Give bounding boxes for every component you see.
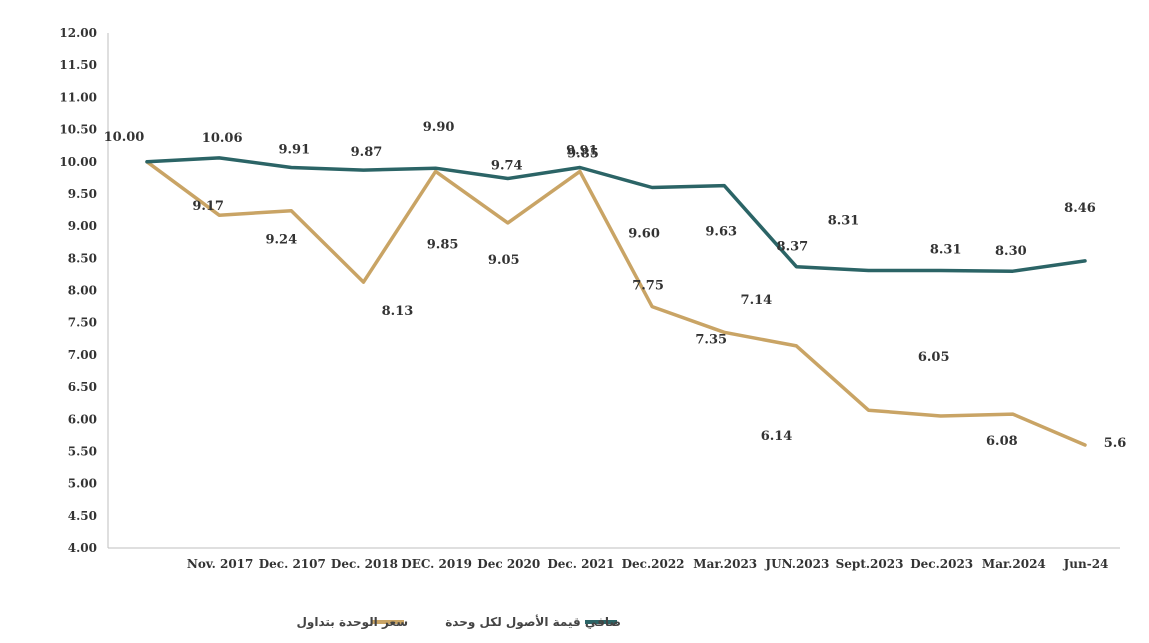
- data-label-unit-price: 9.85: [427, 237, 459, 252]
- y-tick-label: 5.50: [68, 444, 97, 458]
- y-tick-label: 8.50: [68, 251, 97, 265]
- x-tick-label: Dec. 2021: [547, 557, 614, 571]
- y-tick-label: 9.00: [68, 219, 97, 233]
- data-label-nav: 8.31: [828, 214, 860, 229]
- y-tick-label: 11.00: [59, 90, 97, 104]
- data-label-nav: 9.91: [278, 143, 310, 158]
- y-tick-label: 9.50: [68, 187, 97, 201]
- y-tick-label: 5.00: [68, 477, 97, 491]
- y-tick-label: 10.00: [59, 155, 97, 169]
- data-label-unit-price: 10.00: [104, 130, 145, 145]
- data-label-unit-price: 9.17: [192, 199, 224, 214]
- x-tick-labels: Nov. 2017 Dec. 2107 Dec. 2018 DEC. 2019 Dec …: [187, 557, 1109, 571]
- data-label-unit-price: 7.35: [695, 332, 727, 347]
- x-tick-label: Mar.2023: [693, 557, 757, 571]
- legend-label-price: سعر الوحدة بتداول: [296, 615, 408, 630]
- x-tick-label: Nov. 2017: [187, 557, 254, 571]
- data-label-unit-price: 6.08: [986, 434, 1018, 449]
- x-tick-label: Dec.2022: [622, 557, 685, 571]
- data-label-nav: 9.63: [705, 225, 737, 240]
- legend: سعر الوحدة بتداول صافي قيمة الأصول لكل و…: [296, 614, 621, 630]
- series-line-nav: [145, 156, 1087, 273]
- data-label-unit-price: 5.6: [1104, 436, 1127, 451]
- y-tick-label: 7.00: [68, 348, 97, 362]
- data-label-nav: 9.87: [351, 145, 383, 160]
- data-label-unit-price: 9.85: [567, 146, 599, 161]
- x-tick-label: Dec. 2018: [331, 557, 398, 571]
- y-tick-label: 10.50: [59, 123, 97, 137]
- x-tick-label: Dec. 2107: [259, 557, 326, 571]
- x-tick-label: Jun-24: [1063, 557, 1109, 571]
- x-tick-label: Dec 2020: [477, 557, 540, 571]
- data-label-nav: 8.46: [1064, 201, 1096, 216]
- y-tick-label: 4.00: [68, 541, 97, 555]
- data-label-nav: 8.31: [930, 243, 962, 258]
- y-tick-label: 8.00: [68, 284, 97, 298]
- x-tick-label: DEC. 2019: [401, 557, 472, 571]
- data-label-nav: 9.60: [628, 227, 660, 242]
- data-label-unit-price: 6.14: [761, 429, 793, 444]
- data-label-nav: 9.74: [491, 158, 523, 173]
- data-label-unit-price: 7.14: [741, 293, 773, 308]
- y-tick-label: 11.50: [59, 58, 97, 72]
- y-tick-labels: 4.00 4.50 5.00 5.50 6.00 6.50 7.00 7.50 8.00 8.50…: [59, 26, 97, 555]
- x-tick-label: JUN.2023: [764, 557, 829, 571]
- y-tick-label: 4.50: [68, 509, 97, 523]
- data-label-unit-price: 8.13: [382, 304, 414, 319]
- x-tick-label: Sept.2023: [836, 557, 904, 571]
- x-tick-label: Mar.2024: [982, 557, 1046, 571]
- data-label-unit-price: 9.24: [265, 233, 297, 248]
- data-labels: 10.00 9.17 9.24 8.13 9.85 9.05 9.85 7.75 7.35 7.1…: [104, 120, 1127, 451]
- y-tick-label: 6.50: [68, 380, 97, 394]
- y-tick-label: 6.00: [68, 412, 97, 426]
- y-tick-label: 7.50: [68, 316, 97, 330]
- legend-label-nav: صافي قيمة الأصول لكل وحدة: [445, 614, 621, 630]
- data-label-nav: 9.90: [423, 120, 455, 135]
- y-tick-label: 12.00: [59, 26, 97, 40]
- data-label-nav: 8.37: [777, 240, 809, 255]
- series-line-unit-price: [145, 160, 1087, 447]
- x-tick-label: Dec.2023: [910, 557, 973, 571]
- data-label-nav: 9.91: [566, 144, 598, 159]
- data-label-unit-price: 6.05: [918, 350, 950, 365]
- data-label-unit-price: 7.75: [632, 279, 664, 294]
- data-label-nav: 10.06: [202, 131, 243, 146]
- data-label-nav: 8.30: [995, 244, 1027, 259]
- series-lines: [145, 156, 1087, 447]
- data-label-unit-price: 9.05: [488, 253, 520, 268]
